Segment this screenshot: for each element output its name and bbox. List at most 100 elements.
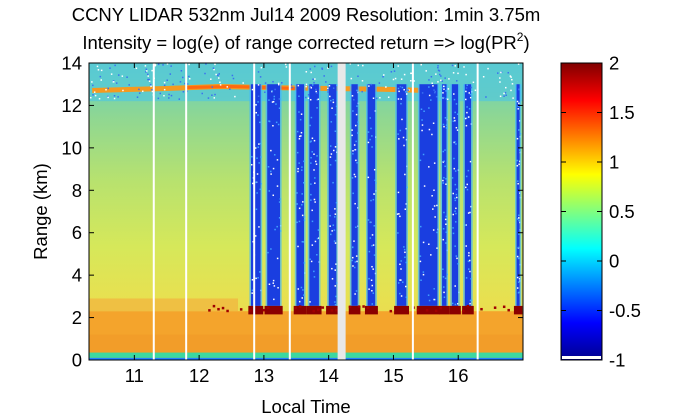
noise-speckle (444, 277, 447, 280)
noise-speckle (297, 245, 299, 248)
noise-speckle (305, 71, 308, 73)
noise-speckle (378, 82, 381, 84)
noise-speckle (314, 182, 316, 184)
noise-speckle (507, 71, 510, 74)
noise-speckle (163, 84, 166, 87)
noise-speckle (267, 166, 270, 168)
noise-speckle (310, 260, 313, 263)
noise-speckle (255, 181, 257, 184)
noise-speckle (465, 186, 467, 189)
noise-speckle (278, 107, 281, 109)
noise-speckle (135, 67, 138, 69)
noise-speckle (455, 221, 457, 223)
noise-speckle (356, 162, 358, 164)
noise-speckle (310, 193, 312, 196)
noise-speckle (325, 81, 327, 83)
noise-speckle (443, 176, 445, 179)
noise-speckle (423, 110, 425, 113)
cloud-column-fringe (406, 84, 408, 306)
noise-speckle (147, 73, 149, 76)
noise-speckle (372, 97, 375, 99)
noise-speckle (433, 205, 436, 207)
noise-speckle (455, 207, 457, 210)
noise-speckle (499, 81, 501, 83)
noise-speckle (434, 298, 436, 301)
noise-speckle (145, 68, 148, 71)
noise-speckle (351, 129, 353, 131)
noise-speckle (332, 181, 334, 184)
noise-speckle (100, 79, 102, 81)
noise-speckle (399, 279, 401, 281)
noise-speckle (509, 75, 512, 77)
noise-speckle (316, 253, 318, 256)
noise-speckle (420, 63, 422, 66)
noise-speckle (313, 270, 315, 273)
noise-speckle (499, 95, 502, 98)
noise-speckle (361, 80, 364, 82)
noise-speckle (255, 208, 258, 211)
noise-speckle (385, 86, 387, 88)
noise-speckle (400, 279, 402, 281)
noise-speckle (453, 167, 456, 170)
noise-speckle (433, 288, 435, 290)
noise-speckle (312, 78, 314, 81)
boundary-layer-top-echo (502, 305, 506, 309)
noise-speckle (268, 99, 270, 101)
noise-speckle (433, 298, 435, 301)
noise-speckle (452, 72, 455, 74)
noise-speckle (270, 173, 272, 175)
boundary-layer-top-echo (262, 308, 266, 312)
noise-speckle (138, 92, 141, 94)
y-tick-label: 14 (61, 53, 82, 74)
cloud-column-fringe (249, 84, 251, 306)
noise-speckle (497, 72, 499, 74)
noise-speckle (333, 240, 336, 242)
noise-speckle (400, 295, 403, 297)
noise-speckle (392, 78, 395, 81)
cloud-column-fringe (327, 84, 329, 306)
noise-speckle (422, 241, 425, 244)
noise-speckle (270, 248, 272, 250)
noise-speckle (298, 300, 301, 303)
noise-speckle (371, 289, 373, 292)
noise-speckle (470, 205, 472, 208)
noise-speckle (455, 193, 458, 196)
noise-speckle (273, 285, 276, 287)
noise-speckle (499, 77, 501, 79)
noise-speckle (505, 86, 507, 89)
noise-speckle (448, 78, 450, 80)
noise-speckle (150, 85, 152, 88)
noise-speckle (255, 111, 257, 114)
noise-speckle (272, 124, 274, 127)
noise-speckle (465, 73, 467, 76)
noise-speckle (232, 77, 235, 80)
noise-speckle (157, 97, 160, 100)
noise-speckle (179, 81, 182, 83)
noise-speckle (254, 147, 257, 149)
noise-speckle (305, 96, 307, 99)
cloud-base (462, 305, 474, 315)
noise-speckle (371, 265, 373, 268)
noise-speckle (329, 95, 331, 98)
boundary-layer-top-echo (267, 306, 270, 310)
cloud-column-fringe (515, 84, 517, 306)
noise-speckle (274, 228, 276, 231)
noise-speckle (482, 75, 485, 78)
noise-speckle (151, 90, 154, 93)
y-tick-label: 2 (72, 307, 82, 328)
noise-speckle (349, 63, 352, 65)
cloud-shadow-column (250, 84, 261, 306)
noise-speckle (516, 137, 519, 140)
noise-speckle (352, 153, 354, 155)
noise-speckle (355, 159, 357, 162)
noise-speckle (305, 83, 308, 86)
noise-speckle (259, 271, 261, 273)
noise-speckle (296, 130, 299, 133)
noise-speckle (422, 153, 425, 156)
noise-speckle (399, 129, 402, 132)
noise-speckle (299, 118, 302, 121)
noise-speckle (468, 92, 470, 94)
noise-speckle (455, 143, 457, 145)
noise-speckle (518, 88, 520, 91)
noise-speckle (315, 88, 317, 91)
